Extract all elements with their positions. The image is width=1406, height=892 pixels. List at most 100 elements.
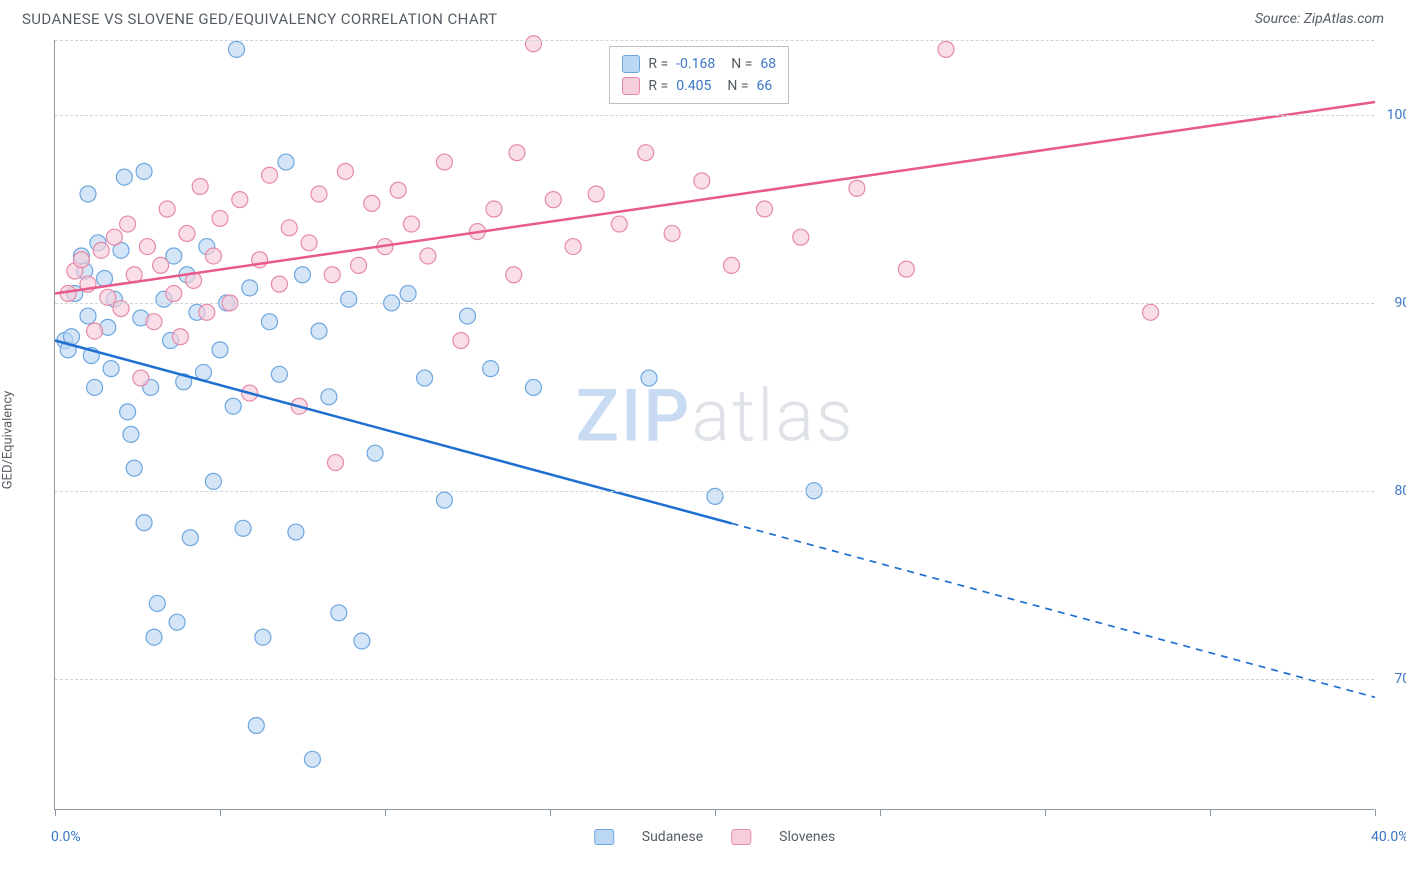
watermark: ZIPatlas <box>576 373 855 458</box>
gridline-h <box>55 115 1374 116</box>
scatter-point <box>235 520 251 536</box>
scatter-point <box>126 460 142 476</box>
scatter-point <box>341 291 357 307</box>
gridline-h <box>55 303 1374 304</box>
scatter-point <box>565 239 581 255</box>
scatter-point <box>136 163 152 179</box>
scatter-point <box>611 216 627 232</box>
scatter-point <box>255 629 271 645</box>
x-tick-label: 0.0% <box>51 829 81 845</box>
scatter-svg: ZIPatlas <box>55 40 1374 809</box>
scatter-point <box>331 605 347 621</box>
gridline-h <box>55 40 1374 41</box>
scatter-point <box>367 445 383 461</box>
x-tick <box>55 809 56 816</box>
series-legend: SudaneseSlovenes <box>594 829 835 845</box>
scatter-point <box>486 201 502 217</box>
chart-title: SUDANESE VS SLOVENE GED/EQUIVALENCY CORR… <box>22 10 497 28</box>
scatter-point <box>694 173 710 189</box>
scatter-point <box>153 257 169 273</box>
scatter-point <box>262 167 278 183</box>
legend-n-label: N = <box>727 78 748 94</box>
scatter-point <box>526 379 542 395</box>
footer-swatch <box>594 829 614 845</box>
legend-row: R =0.405N =66 <box>622 75 776 97</box>
legend-n-value: 68 <box>760 56 776 72</box>
scatter-point <box>301 235 317 251</box>
legend-row: R =-0.168N =68 <box>622 53 776 75</box>
scatter-point <box>172 329 188 345</box>
scatter-point <box>229 41 245 57</box>
scatter-point <box>166 286 182 302</box>
scatter-point <box>232 192 248 208</box>
scatter-point <box>545 192 561 208</box>
scatter-point <box>354 633 370 649</box>
x-tick <box>715 809 716 816</box>
scatter-point <box>262 314 278 330</box>
footer-swatch <box>731 829 751 845</box>
trend-line-dashed <box>732 523 1376 697</box>
legend-swatch <box>622 77 640 95</box>
scatter-point <box>116 169 132 185</box>
legend-n-label: N = <box>731 56 752 72</box>
y-tick-label: 70.0% <box>1382 671 1406 687</box>
scatter-point <box>271 276 287 292</box>
scatter-point <box>182 530 198 546</box>
scatter-point <box>453 332 469 348</box>
scatter-point <box>664 225 680 241</box>
y-tick-label: 90.0% <box>1382 295 1406 311</box>
scatter-point <box>436 154 452 170</box>
footer-series-label: Slovenes <box>779 829 835 845</box>
trend-line-solid <box>55 340 732 523</box>
scatter-point <box>1143 304 1159 320</box>
scatter-point <box>242 280 258 296</box>
scatter-point <box>278 154 294 170</box>
scatter-point <box>149 595 165 611</box>
scatter-point <box>337 163 353 179</box>
x-tick <box>220 809 221 816</box>
scatter-point <box>87 379 103 395</box>
scatter-point <box>641 370 657 386</box>
scatter-point <box>321 389 337 405</box>
scatter-point <box>420 248 436 264</box>
legend-r-value: -0.168 <box>676 56 715 72</box>
y-axis-title: GED/Equivalency <box>1 391 16 490</box>
scatter-point <box>80 186 96 202</box>
scatter-point <box>793 229 809 245</box>
scatter-point <box>159 201 175 217</box>
scatter-point <box>588 186 604 202</box>
scatter-point <box>133 370 149 386</box>
scatter-point <box>199 304 215 320</box>
scatter-point <box>80 308 96 324</box>
scatter-point <box>192 178 208 194</box>
legend-n-value: 66 <box>757 78 773 94</box>
trend-line-solid <box>55 102 1375 294</box>
scatter-point <box>417 370 433 386</box>
source-label: Source: ZipAtlas.com <box>1255 11 1384 27</box>
scatter-point <box>205 248 221 264</box>
scatter-point <box>123 426 139 442</box>
scatter-point <box>87 323 103 339</box>
scatter-point <box>483 361 499 377</box>
scatter-point <box>436 492 452 508</box>
scatter-point <box>248 717 264 733</box>
scatter-point <box>93 242 109 258</box>
scatter-point <box>324 267 340 283</box>
x-tick <box>1045 809 1046 816</box>
y-tick-label: 100.0% <box>1382 107 1406 123</box>
scatter-point <box>295 267 311 283</box>
scatter-point <box>288 524 304 540</box>
scatter-point <box>103 361 119 377</box>
scatter-point <box>179 225 195 241</box>
scatter-point <box>120 404 136 420</box>
scatter-point <box>139 239 155 255</box>
scatter-point <box>351 257 367 273</box>
x-tick-label: 40.0% <box>1371 829 1406 845</box>
scatter-point <box>304 751 320 767</box>
scatter-point <box>205 473 221 489</box>
scatter-point <box>724 257 740 273</box>
x-tick <box>880 809 881 816</box>
scatter-point <box>73 252 89 268</box>
scatter-point <box>757 201 773 217</box>
legend-r-value: 0.405 <box>676 78 711 94</box>
